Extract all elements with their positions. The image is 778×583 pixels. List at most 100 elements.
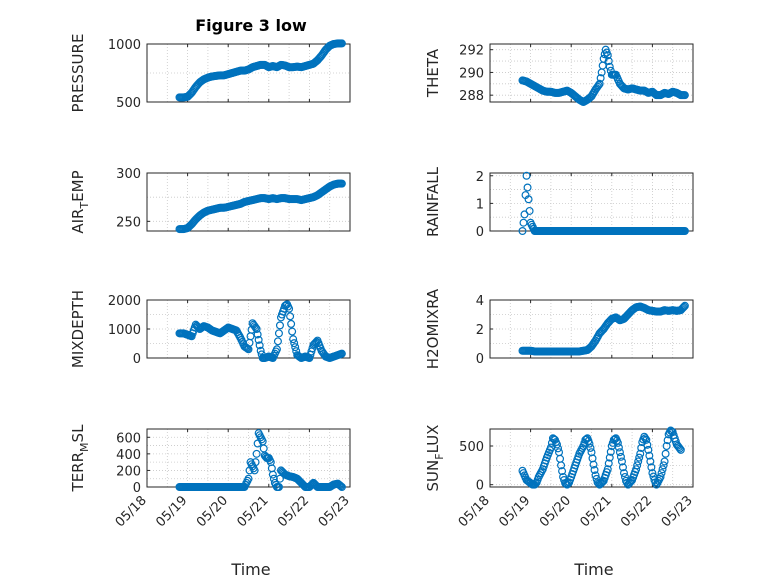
- data-point: [675, 444, 684, 453]
- x-tick-label: 05/19: [153, 493, 190, 530]
- x-tick-label: 05/23: [316, 493, 353, 530]
- x-tick-label: 05/21: [235, 493, 272, 530]
- subplot-2: 288 290 292 THETA: [424, 43, 694, 106]
- data-point: [660, 457, 669, 466]
- y-tick-label: 250: [116, 215, 141, 230]
- data-point: [662, 442, 671, 451]
- data-point: [337, 483, 346, 492]
- data-point: [606, 447, 615, 456]
- subplot-3: 250 300 AIRTEMP: [69, 167, 351, 234]
- x-tick-label: 05/22: [618, 493, 655, 530]
- y-tick-label: 288: [459, 89, 484, 104]
- data-point: [525, 206, 534, 215]
- data-point: [605, 62, 614, 71]
- data-point: [335, 481, 344, 490]
- data-point: [642, 435, 651, 444]
- data-point: [286, 312, 295, 321]
- data-point: [590, 465, 599, 474]
- y-tick-label: 0: [476, 479, 484, 494]
- y-tick-label: 1000: [108, 38, 141, 53]
- data-point: [680, 227, 689, 236]
- data-point: [632, 465, 641, 474]
- data-point: [337, 349, 346, 358]
- data-point: [250, 466, 259, 475]
- data-point: [618, 463, 627, 472]
- data-point: [617, 457, 626, 466]
- data-point: [253, 330, 262, 339]
- data-point: [268, 470, 277, 479]
- y-axis-label: TERRMSL: [69, 424, 91, 493]
- data-point: [522, 171, 531, 180]
- axes-box: [489, 43, 694, 103]
- data-point: [598, 477, 607, 486]
- data-point: [594, 81, 603, 90]
- data-point: [253, 439, 262, 448]
- data-point: [336, 482, 345, 491]
- data-point: [275, 321, 284, 330]
- x-tick-label: 05/21: [578, 493, 615, 530]
- y-tick-label: 2: [476, 323, 484, 338]
- data-point: [256, 346, 265, 355]
- data-point: [635, 453, 644, 462]
- data-point: [337, 39, 346, 48]
- data-point: [644, 445, 653, 454]
- data-point: [287, 319, 296, 328]
- data-point: [604, 459, 613, 468]
- data-point: [595, 79, 604, 88]
- data-point: [591, 471, 600, 480]
- data-point: [251, 323, 260, 332]
- data-point: [252, 449, 261, 458]
- y-tick-label: 500: [459, 440, 484, 455]
- data-point: [678, 303, 687, 312]
- data-point: [337, 179, 346, 188]
- data-point: [667, 427, 676, 436]
- data-point: [680, 301, 689, 310]
- x-axis-label-right: Time: [573, 560, 613, 579]
- x-tick-label: 05/19: [496, 493, 533, 530]
- y-axis-label: THETA: [424, 48, 442, 98]
- y-tick-label: 0: [133, 352, 141, 367]
- y-axis-label: RAINFALL: [424, 166, 442, 237]
- data-point: [290, 339, 299, 348]
- data-point: [659, 461, 668, 470]
- y-tick-label: 1000: [108, 323, 141, 338]
- y-tick-label: 290: [459, 66, 484, 81]
- data-point: [255, 341, 264, 350]
- data-point: [627, 477, 636, 486]
- x-tick-label: 05/18: [113, 493, 150, 530]
- data-point: [663, 436, 672, 445]
- data-point: [586, 443, 595, 452]
- data-point: [605, 453, 614, 462]
- data-point: [518, 227, 527, 236]
- data-point: [680, 91, 689, 100]
- y-tick-label: 0: [476, 225, 484, 240]
- y-tick-label: 292: [459, 44, 484, 59]
- data-point: [656, 472, 665, 481]
- data-point: [558, 467, 567, 476]
- data-point: [251, 458, 260, 467]
- axes-box: [146, 43, 351, 103]
- data-point: [604, 57, 613, 66]
- figure-title: Figure 3 low: [195, 16, 307, 35]
- data-point: [647, 463, 656, 472]
- y-tick-label: 0: [133, 481, 141, 496]
- data-point: [557, 461, 566, 470]
- y-axis-label: SUNFLUX: [424, 425, 446, 492]
- data-point: [523, 183, 532, 192]
- data-point: [614, 443, 623, 452]
- plot-area: [147, 429, 350, 487]
- x-tick-label: 05/22: [275, 493, 312, 530]
- y-axis-label: AIRTEMP: [69, 170, 91, 233]
- data-point: [244, 474, 253, 483]
- data-point: [531, 479, 540, 488]
- data-point: [679, 302, 688, 311]
- y-tick-label: 600: [116, 431, 141, 446]
- data-point: [634, 457, 643, 466]
- data-point: [252, 325, 261, 334]
- data-point: [657, 469, 666, 478]
- data-point: [564, 479, 573, 488]
- data-point: [613, 438, 622, 447]
- data-point: [676, 445, 685, 454]
- data-point: [585, 439, 594, 448]
